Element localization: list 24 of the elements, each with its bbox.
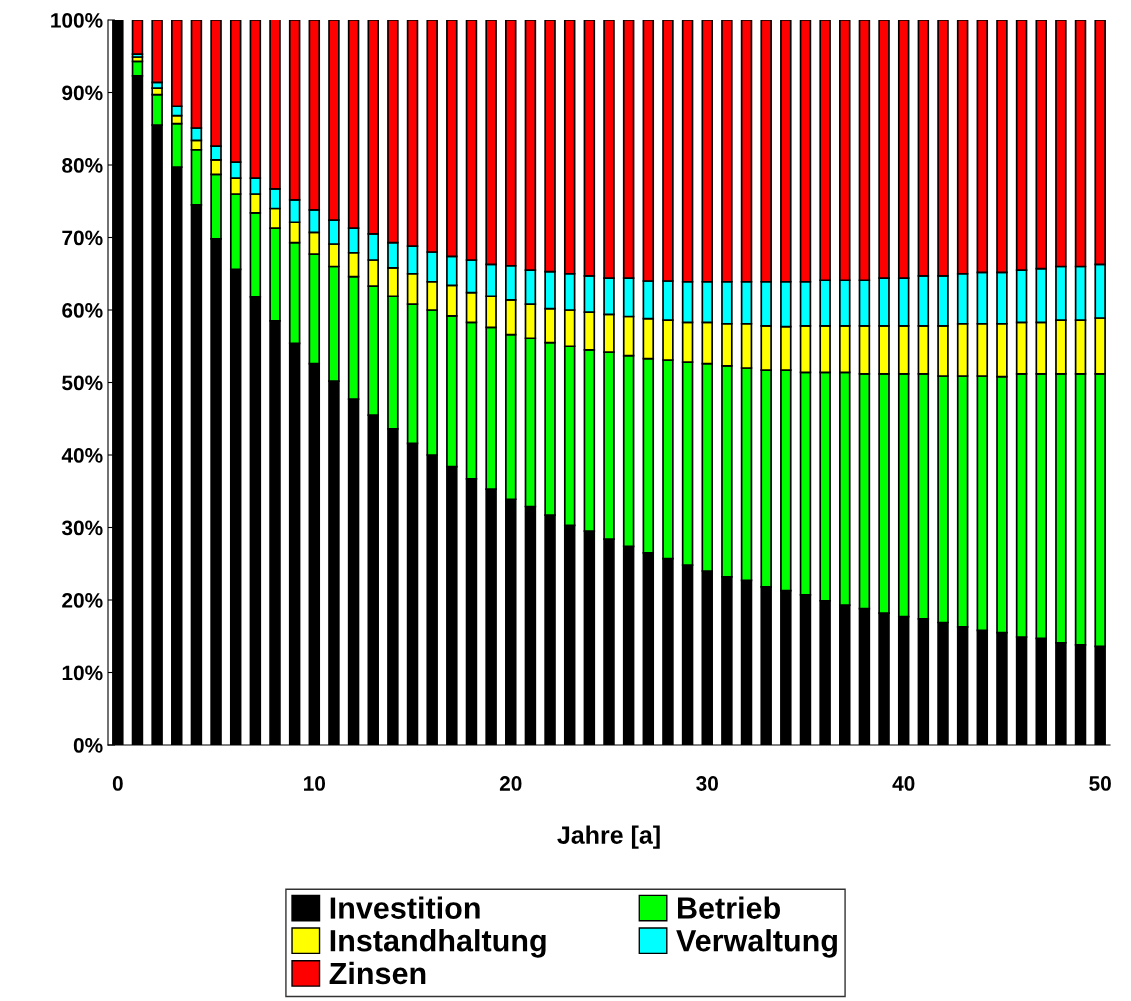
y-tick-label: 0% <box>73 738 103 753</box>
y-tick-label: 50% <box>62 375 103 391</box>
legend-label: Verwaltung <box>676 929 837 958</box>
legend-label: Zinsen <box>329 961 426 985</box>
legend-label: Investition <box>330 896 480 919</box>
x-tick-label: 20 <box>499 776 522 791</box>
x-axis-title: Jahre [a] <box>557 825 660 849</box>
x-tick-label: 50 <box>1089 776 1111 791</box>
y-tick-label: 20% <box>62 593 103 608</box>
x-tick-label: 30 <box>696 776 718 791</box>
y-tick-label: 40% <box>61 448 103 463</box>
x-tick-label: 40 <box>892 776 915 791</box>
y-tick-label: 70% <box>62 230 103 246</box>
x-tick-label: 10 <box>304 776 326 791</box>
bar <box>131 20 144 55</box>
x-tick-label: 0 <box>112 776 123 791</box>
y-tick-label: 30% <box>61 520 103 536</box>
y-tick-label: 90% <box>62 85 103 101</box>
y-tick-label: 80% <box>62 158 103 173</box>
y-tick-label: 10% <box>62 665 103 681</box>
legend-label: Betrieb <box>678 896 780 919</box>
legend-label: Instandhaltung <box>330 929 546 958</box>
y-tick-label: 60% <box>62 303 103 318</box>
y-tick-label: 100% <box>51 13 103 28</box>
